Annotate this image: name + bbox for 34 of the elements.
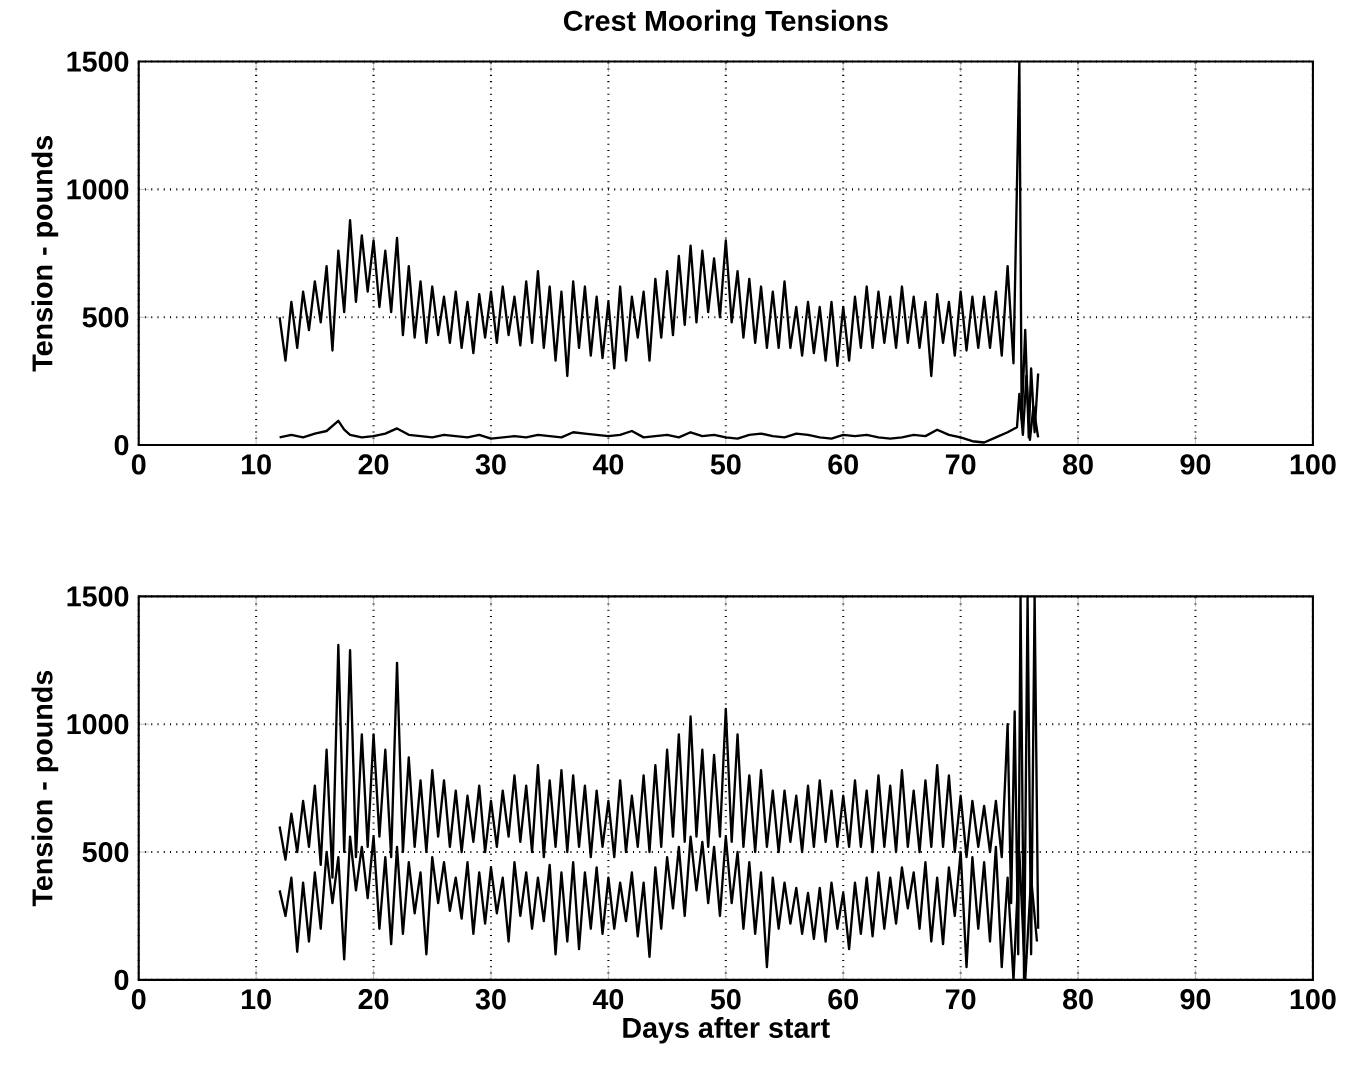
x-tick-label: 70 (945, 989, 976, 1010)
x-tick-label: 30 (475, 989, 506, 1010)
x-tick-label: 50 (710, 989, 741, 1010)
x-tick-label: 100 (1290, 454, 1336, 475)
x-tick-label: 60 (828, 454, 858, 475)
x-tick-label: 0 (131, 454, 146, 475)
x-tick-label: 80 (1063, 454, 1093, 475)
x-axis-title: Days after start (623, 1016, 830, 1044)
y-tick-label: 1500 (67, 586, 129, 607)
x-tick-label: 40 (592, 989, 624, 1010)
x-tick-label: 30 (475, 454, 506, 475)
x-tick-label: 80 (1063, 989, 1093, 1010)
x-tick-label: 90 (1180, 454, 1211, 475)
x-tick-label: 70 (945, 454, 976, 475)
x-tick-label: 40 (592, 454, 624, 475)
x-tick-label: 90 (1180, 989, 1211, 1010)
x-tick-label: 20 (358, 454, 389, 475)
x-tick-label: 0 (131, 989, 146, 1010)
y-axis-title: Tension - pounds (31, 670, 59, 907)
y-tick-label: 1500 (67, 51, 129, 72)
x-tick-label: 10 (241, 454, 271, 475)
y-tick-label: 500 (82, 307, 129, 328)
y-tick-label: 0 (114, 969, 129, 991)
y-tick-label: 0 (114, 435, 129, 456)
x-tick-label: 20 (358, 989, 389, 1010)
x-tick-label: 60 (828, 989, 858, 1010)
y-tick-label: 500 (82, 841, 129, 863)
x-tick-label: 10 (241, 989, 271, 1010)
y-tick-label: 1000 (67, 179, 129, 200)
y-axis-title: Tension - pounds (31, 136, 59, 372)
y-tick-label: 1000 (67, 714, 129, 735)
chart-title: Crest Mooring Tensions (563, 9, 888, 37)
x-tick-label: 50 (710, 454, 741, 475)
x-tick-label: 100 (1290, 989, 1336, 1010)
